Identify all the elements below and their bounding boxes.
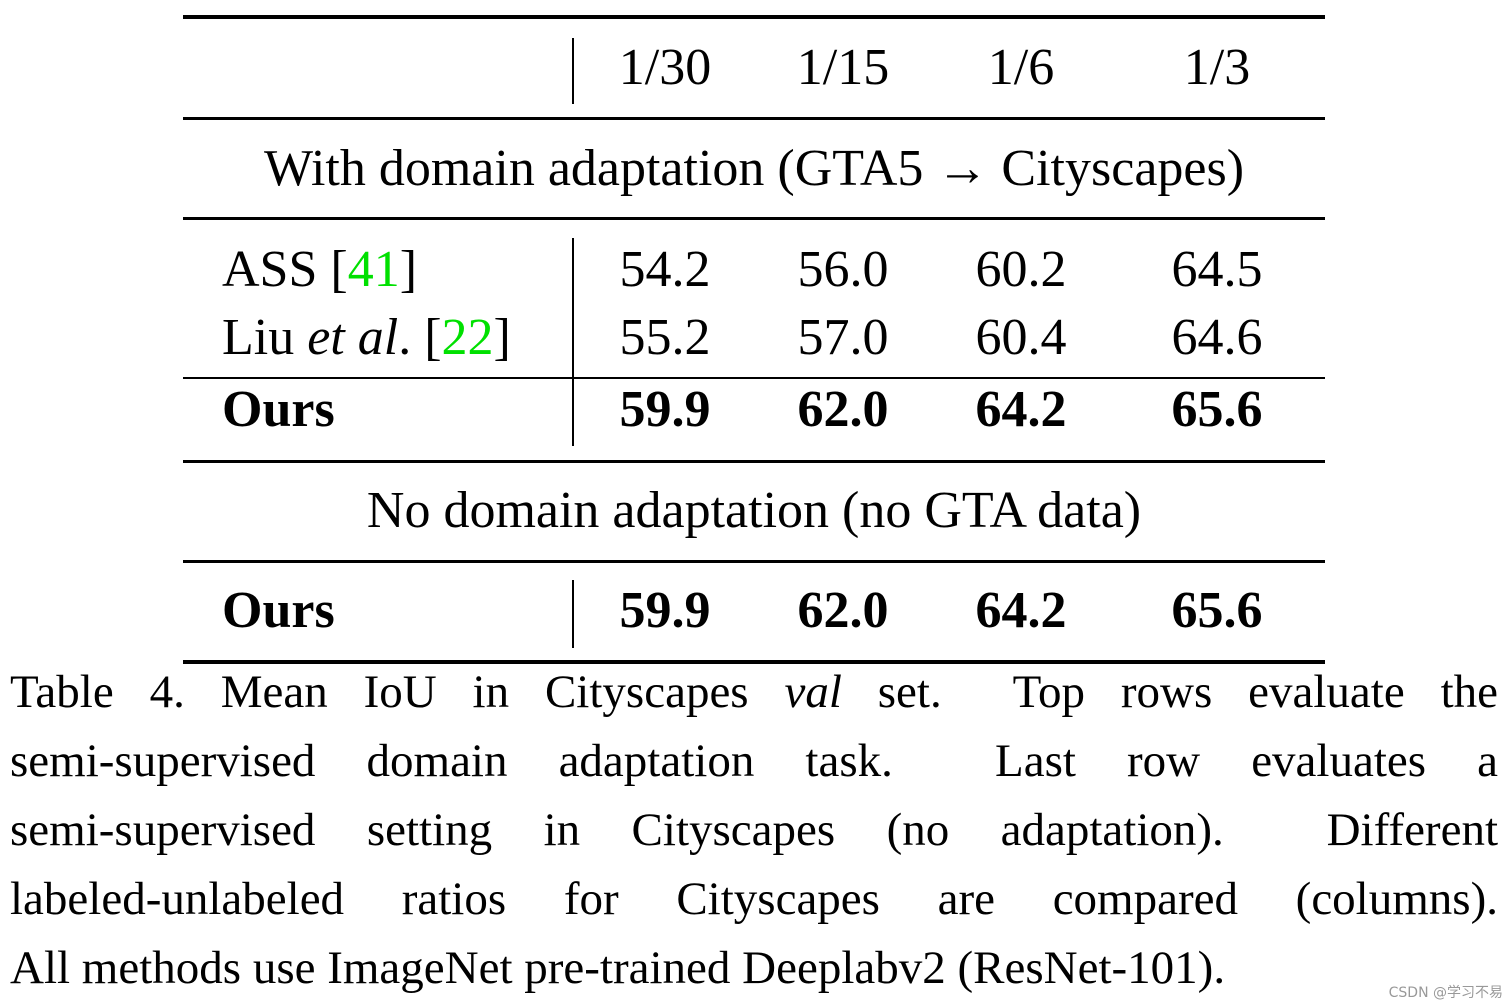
method: ASS [41]: [222, 240, 417, 300]
caption-text: val: [784, 666, 842, 718]
column-header: 1/15: [796, 39, 890, 96]
method-text: ]: [399, 241, 418, 298]
value-cell: 65.6: [1171, 582, 1263, 639]
caption-line: semi-supervised setting in Cityscapes (n…: [10, 804, 1498, 856]
caption-line: Table 4. Mean IoU in Cityscapes val set.…: [10, 658, 1498, 727]
value-cell: 59.9: [619, 381, 711, 438]
value-cell: 56.0: [797, 241, 889, 298]
method-text: ]: [493, 309, 511, 366]
method: Ours: [222, 582, 335, 639]
caption-text: Table 4. Mean IoU in Cityscapes: [10, 666, 785, 718]
value-cell: 62.0: [797, 381, 889, 438]
caption-text: set. Top rows evaluate the: [841, 666, 1499, 718]
column-header: 1/6: [987, 39, 1055, 96]
value-cell: 57.0: [797, 309, 889, 366]
method-text: Liu: [222, 309, 308, 366]
citation[interactable]: 22: [441, 309, 494, 366]
caption-line: All methods use ImageNet pre-trained Dee…: [10, 942, 1226, 994]
method-text: ASS [: [222, 241, 348, 298]
value-cell: 59.9: [619, 582, 711, 639]
caption-line: labeled-unlabeled ratios for Cityscapes …: [10, 873, 1498, 925]
bottom-rule: [183, 660, 1325, 664]
rule: [183, 560, 1325, 563]
section-title: With domain adaptation (GTA5 → Cityscape…: [263, 140, 1245, 197]
section-title: No domain adaptation (no GTA data): [366, 482, 1142, 539]
rule: [183, 217, 1325, 220]
value-cell: 65.6: [1171, 381, 1263, 438]
method: Ours: [222, 381, 335, 438]
value-cell: 60.4: [975, 309, 1067, 366]
method: Liu et al. [22]: [222, 308, 511, 368]
column-header: 1/3: [1183, 39, 1251, 96]
value-cell: 64.2: [975, 381, 1067, 438]
value-cell: 60.2: [975, 241, 1067, 298]
column-separator: [572, 580, 574, 648]
watermark: CSDN @学习不易: [1388, 985, 1503, 1001]
value-cell: 55.2: [619, 309, 711, 366]
rule: [183, 117, 1325, 120]
caption: Table 4. Mean IoU in Cityscapes val set.…: [10, 658, 1498, 1003]
caption-line: semi-supervised domain adaptation task. …: [10, 735, 1498, 787]
rule: [183, 377, 1325, 379]
value-cell: 64.2: [975, 582, 1067, 639]
value-cell: 64.5: [1171, 241, 1263, 298]
citation[interactable]: 41: [347, 241, 400, 298]
column-header: 1/30: [618, 39, 712, 96]
rule: [183, 460, 1325, 463]
column-separator: [572, 238, 574, 446]
method-text: et al: [307, 309, 399, 366]
value-cell: 62.0: [797, 582, 889, 639]
method-text: . [: [398, 309, 442, 366]
value-cell: 64.6: [1171, 309, 1263, 366]
column-separator: [572, 38, 574, 104]
top-rule: [183, 15, 1325, 19]
value-cell: 54.2: [619, 241, 711, 298]
